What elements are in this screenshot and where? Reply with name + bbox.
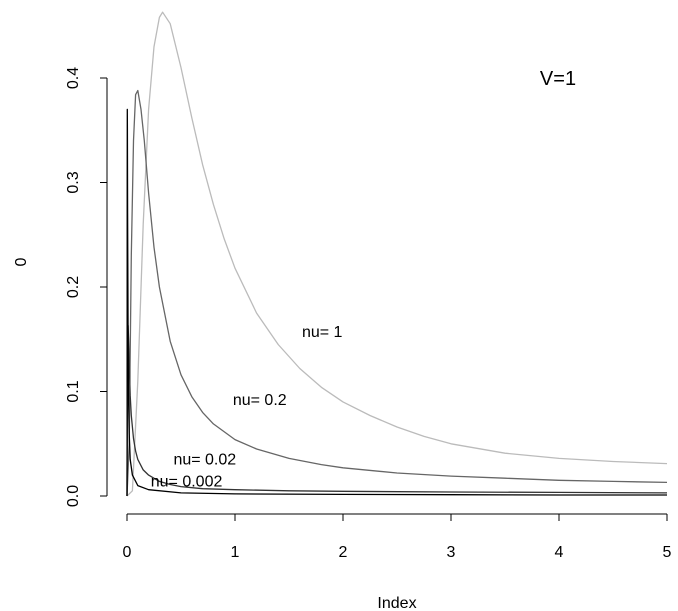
plot-area: nu= 1 nu= 0.2 nu= 0.02 nu= 0.002 [126, 11, 668, 497]
x-axis-title: Index [377, 595, 416, 611]
series-label-2: nu= 0.2 [233, 392, 287, 409]
y-tick-label: 0.3 [65, 171, 82, 193]
series-label-3: nu= 0.02 [173, 452, 236, 469]
x-tick-label: 5 [663, 544, 672, 561]
x-ticks: 0 1 2 3 4 5 [123, 514, 672, 561]
series-line-1 [126, 11, 668, 497]
x-tick-label: 0 [123, 544, 132, 561]
x-tick-label: 1 [231, 544, 240, 561]
x-tick-label: 4 [555, 544, 564, 561]
series-line-3 [126, 325, 668, 497]
x-axis: 0 1 2 3 4 5 Index [123, 513, 672, 611]
x-tick-label: 2 [339, 544, 348, 561]
y-tick-label: 0.2 [65, 276, 82, 298]
y-axis-title: 0 [13, 257, 30, 266]
y-tick-label: 0.0 [65, 485, 82, 507]
series-label-1: nu= 1 [302, 324, 343, 341]
y-axis: 0.0 0.1 0.2 0.3 0.4 0 [13, 67, 108, 507]
series-label-4: nu= 0.002 [151, 474, 223, 491]
y-ticks: 0.0 0.1 0.2 0.3 0.4 [65, 67, 107, 507]
y-tick-label: 0.1 [65, 380, 82, 402]
y-tick-label: 0.4 [65, 67, 82, 89]
plot-annotation: V=1 [540, 68, 576, 90]
series-line-4 [126, 108, 667, 497]
x-tick-label: 3 [447, 544, 456, 561]
series-line-2 [126, 89, 668, 497]
